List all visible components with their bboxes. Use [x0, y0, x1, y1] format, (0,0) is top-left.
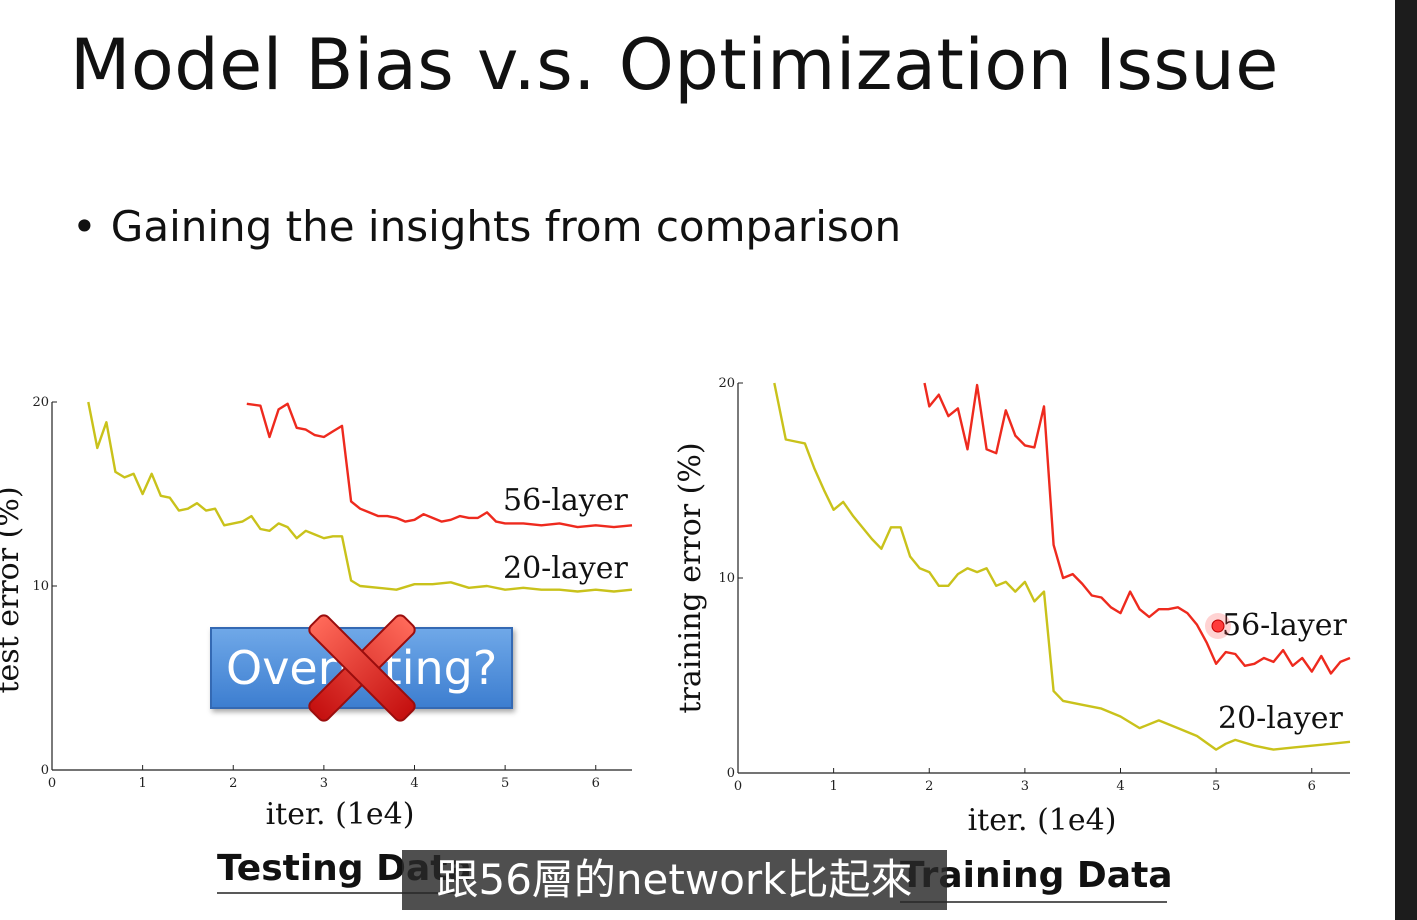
series-label-56-layer: 56-layer — [503, 483, 628, 518]
y-tick-label: 0 — [727, 766, 735, 781]
window-edge — [1395, 0, 1417, 920]
x-tick-label: 3 — [1021, 779, 1029, 794]
bullet-text: Gaining the insights from comparison — [110, 202, 902, 251]
testing-chart: 0 1 2 3 4 5 6 0 10 20 56-layer 20-layer iter. (1e4) t… — [0, 395, 633, 894]
series-label-56-layer: 56-layer — [1222, 608, 1347, 643]
x-tick-label: 4 — [1116, 779, 1124, 794]
x-tick-label: 1 — [138, 776, 146, 791]
y-axis-label: test error (%) — [0, 486, 26, 693]
x-tick-label: 1 — [829, 779, 837, 794]
x-tick-label: 4 — [410, 776, 418, 791]
x-tick-label: 2 — [925, 779, 933, 794]
y-tick-label: 0 — [41, 763, 49, 778]
series-line-56-layer — [923, 382, 1351, 675]
x-tick-label: 5 — [501, 776, 509, 791]
series-label-20-layer: 20-layer — [1218, 701, 1343, 736]
x-tick-label: 6 — [1308, 779, 1316, 794]
laser-pointer-icon — [1211, 619, 1225, 633]
slide-title: Model Bias v.s. Optimization Issue — [70, 24, 1279, 106]
x-tick-label: 5 — [1212, 779, 1220, 794]
bullet-item: • Gaining the insights from comparison — [72, 202, 901, 251]
y-tick-label: 10 — [32, 579, 49, 594]
y-tick-label: 20 — [32, 395, 49, 410]
x-axis-label: iter. (1e4) — [266, 797, 415, 832]
x-tick-label: 3 — [320, 776, 328, 791]
y-tick-label: 20 — [718, 376, 735, 391]
y-axis-label: training error (%) — [673, 442, 708, 713]
bullet-dot-icon: • — [72, 202, 97, 251]
x-tick-label: 2 — [229, 776, 237, 791]
y-tick-label: 10 — [718, 571, 735, 586]
x-tick-label: 0 — [48, 776, 56, 791]
x-tick-label: 0 — [734, 779, 742, 794]
series-line-20-layer — [87, 401, 633, 593]
video-subtitle: 跟56層的network比起來 — [402, 850, 947, 910]
series-line-20-layer — [773, 382, 1351, 751]
series-line-56-layer — [246, 402, 633, 529]
series-label-20-layer: 20-layer — [503, 551, 628, 586]
x-tick-label: 6 — [592, 776, 600, 791]
x-axis-label: iter. (1e4) — [968, 803, 1117, 838]
